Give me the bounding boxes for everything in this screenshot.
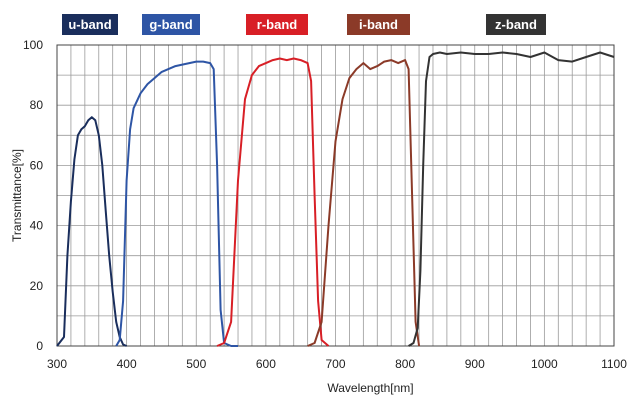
series-line-z-band: [408, 51, 615, 347]
x-tick-label: 700: [325, 357, 345, 371]
y-axis-label: Transmittance[%]: [10, 149, 24, 242]
x-tick-label: 900: [465, 357, 485, 371]
legend-swatch-i-band: [347, 14, 410, 35]
legend-label-z-band: z-band: [495, 17, 537, 32]
series-line-i-band: [307, 59, 421, 347]
x-tick-label: 600: [256, 357, 276, 371]
series-line-u-band: [56, 116, 127, 347]
x-tick-label: 1000: [531, 357, 558, 371]
legend-label-g-band: g-band: [149, 17, 192, 32]
plot-frame: [56, 44, 615, 347]
legend-label-r-band: r-band: [257, 17, 298, 32]
series-line-r-band: [216, 57, 330, 347]
y-tick-label: 20: [30, 279, 44, 293]
x-tick-label: 300: [47, 357, 67, 371]
legend-label-i-band: i-band: [359, 17, 398, 32]
y-tick-label: 60: [30, 158, 44, 172]
x-tick-label: 500: [186, 357, 206, 371]
y-tick-label: 80: [30, 98, 44, 112]
x-tick-label: 1100: [601, 357, 627, 371]
y-tick-label: 40: [30, 219, 44, 233]
y-tick-label: 0: [36, 339, 43, 353]
legend-swatch-r-band: [246, 14, 308, 35]
series-line-g-band: [115, 60, 238, 347]
legend-swatch-z-band: [486, 14, 546, 35]
x-tick-label: 800: [395, 357, 415, 371]
x-tick-label: 400: [117, 357, 137, 371]
x-axis-label: Wavelength[nm]: [327, 381, 413, 395]
y-tick-label: 100: [23, 38, 43, 52]
legend-swatch-g-band: [142, 14, 200, 35]
legend-swatch-u-band: [62, 14, 118, 35]
legend-label-u-band: u-band: [68, 17, 111, 32]
